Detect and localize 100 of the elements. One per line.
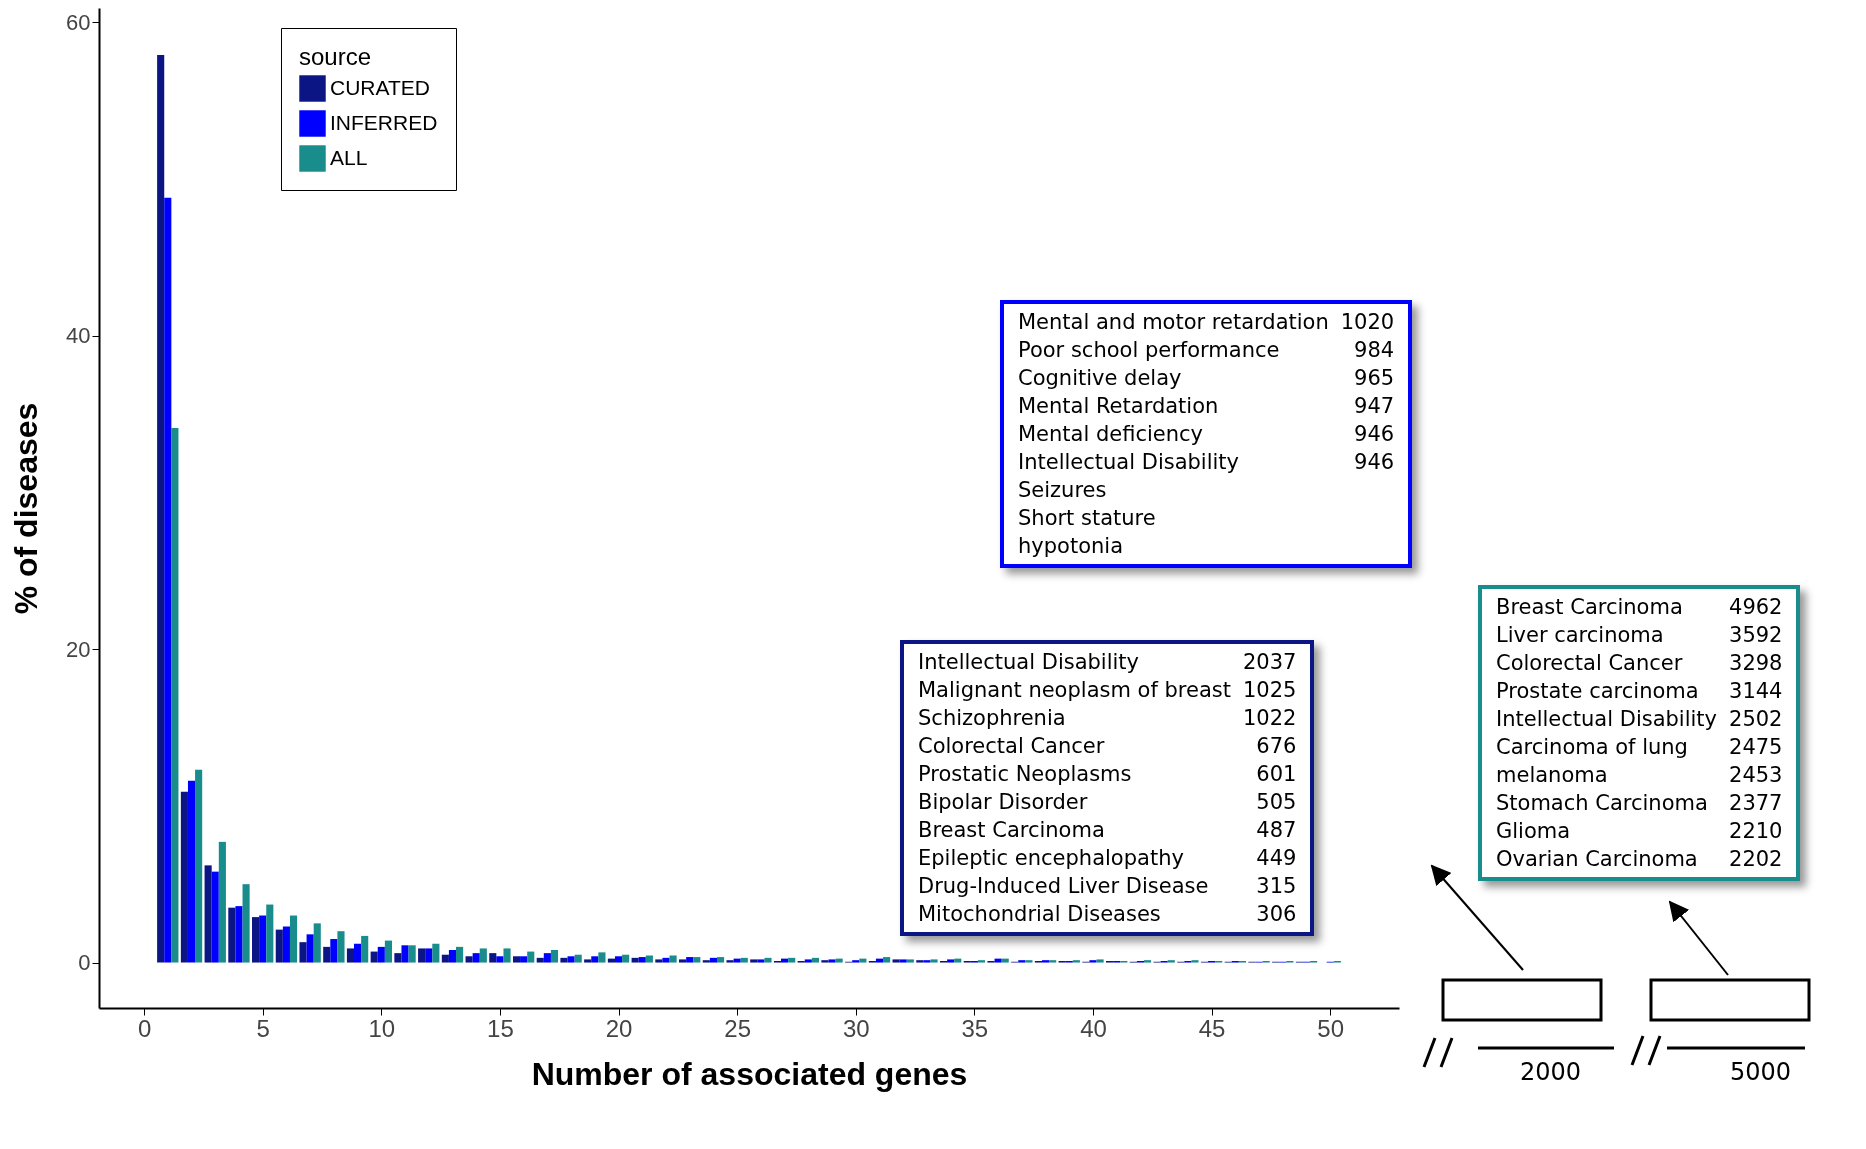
bar bbox=[394, 953, 402, 963]
bar bbox=[923, 960, 931, 963]
bar bbox=[228, 907, 236, 963]
bar bbox=[859, 958, 867, 963]
bar bbox=[536, 957, 544, 963]
bar bbox=[235, 906, 243, 963]
bar bbox=[883, 957, 891, 963]
y-tick-label: 20 bbox=[66, 636, 91, 662]
bar bbox=[733, 958, 741, 963]
bar bbox=[584, 959, 592, 963]
bar bbox=[750, 959, 758, 963]
bar bbox=[1025, 960, 1033, 963]
bar bbox=[781, 958, 789, 963]
bar bbox=[875, 958, 884, 963]
x-tick-label: 0 bbox=[137, 1014, 152, 1042]
bar bbox=[614, 956, 623, 963]
bar bbox=[994, 958, 1002, 963]
bar bbox=[527, 951, 535, 963]
bar bbox=[323, 946, 331, 963]
bar bbox=[337, 931, 345, 963]
x-tick-label: 50 bbox=[1317, 1014, 1345, 1042]
bar bbox=[1089, 960, 1097, 963]
bar bbox=[574, 954, 582, 963]
bar bbox=[448, 950, 457, 963]
bar bbox=[598, 952, 606, 963]
x-tick-label: 20 bbox=[605, 1014, 633, 1042]
bar bbox=[204, 865, 212, 963]
bar bbox=[479, 948, 487, 963]
x-tick-label: 30 bbox=[842, 1014, 870, 1042]
bar bbox=[954, 958, 962, 963]
text: 2000 bbox=[1520, 1058, 1582, 1086]
bar bbox=[346, 948, 355, 963]
y-tick-label: 0 bbox=[78, 950, 91, 976]
x-tick-label: 35 bbox=[961, 1014, 989, 1042]
bar bbox=[512, 956, 521, 963]
bar bbox=[1096, 959, 1104, 963]
text: 5000 bbox=[1730, 1058, 1792, 1086]
bar bbox=[282, 926, 290, 963]
bar bbox=[804, 959, 812, 963]
bar bbox=[726, 960, 734, 963]
bar bbox=[916, 960, 924, 963]
bar bbox=[1041, 960, 1050, 963]
bar bbox=[299, 942, 307, 963]
y-tick-label: 40 bbox=[66, 323, 91, 349]
bar bbox=[180, 791, 188, 963]
bar bbox=[187, 780, 196, 963]
bar bbox=[567, 956, 575, 963]
legend-label: ALL bbox=[330, 145, 368, 169]
x-tick-label: 25 bbox=[724, 1014, 751, 1042]
legend-label: CURATED bbox=[330, 75, 430, 99]
bar bbox=[655, 959, 663, 963]
bar bbox=[607, 958, 615, 963]
y-tick-label: 60 bbox=[66, 9, 91, 35]
bar bbox=[740, 957, 748, 963]
bar bbox=[195, 769, 203, 963]
bar bbox=[432, 943, 440, 963]
bar bbox=[550, 950, 559, 963]
bar bbox=[266, 904, 274, 963]
bar bbox=[622, 954, 630, 963]
legend-label: INFERRED bbox=[330, 110, 438, 134]
bar bbox=[811, 957, 819, 963]
bar bbox=[662, 957, 670, 963]
legend-title: source bbox=[299, 43, 372, 70]
text: Intellectual Disability 2037 Malignant neoplasm of breast 1025 Schizophrenia 1022 Colorectal Cancer 676 Prostatic Neoplasms 601 Bipolar Disorder 505 Breast Carcinoma 487 Epileptic encephalopathy 449 Drug-Induced Liver Disease 315 Mitochondrial Diseases 306 bbox=[918, 650, 1297, 926]
bar bbox=[361, 935, 369, 963]
bar bbox=[645, 955, 653, 963]
bar bbox=[370, 951, 378, 963]
bar bbox=[441, 954, 449, 963]
bar bbox=[930, 959, 938, 963]
bar bbox=[289, 915, 298, 963]
bar bbox=[242, 884, 250, 963]
bar bbox=[892, 959, 900, 963]
bar bbox=[560, 957, 568, 963]
bar bbox=[496, 956, 504, 963]
x-tick-label: 10 bbox=[368, 1014, 396, 1042]
bar bbox=[852, 960, 860, 963]
bar bbox=[1001, 958, 1009, 963]
bar bbox=[591, 956, 599, 963]
text: Mental and motor retardation 1020 Poor school performance 984 Cognitive delay 965 Mental Retardation 947 Mental deficiency 946 Intellectual Disability 946 Seizures Short stature hypotonia bbox=[1018, 310, 1395, 558]
bar bbox=[456, 946, 464, 963]
bar bbox=[171, 428, 179, 963]
bar bbox=[408, 945, 416, 963]
bar bbox=[1072, 960, 1080, 963]
bar bbox=[259, 915, 267, 963]
bar bbox=[631, 957, 639, 963]
x-tick-label: 5 bbox=[256, 1014, 270, 1042]
x-tick-label: 15 bbox=[487, 1014, 514, 1042]
bar bbox=[503, 948, 511, 963]
bar bbox=[489, 953, 497, 963]
bar bbox=[669, 955, 677, 963]
bar bbox=[377, 946, 385, 963]
bar bbox=[425, 948, 433, 963]
bar bbox=[709, 957, 717, 963]
bar bbox=[716, 957, 725, 963]
bar bbox=[472, 953, 480, 963]
bar bbox=[1191, 960, 1199, 963]
bar bbox=[1143, 960, 1152, 963]
x-tick-label: 45 bbox=[1198, 1014, 1226, 1042]
bar bbox=[764, 957, 772, 963]
bar bbox=[638, 957, 646, 963]
